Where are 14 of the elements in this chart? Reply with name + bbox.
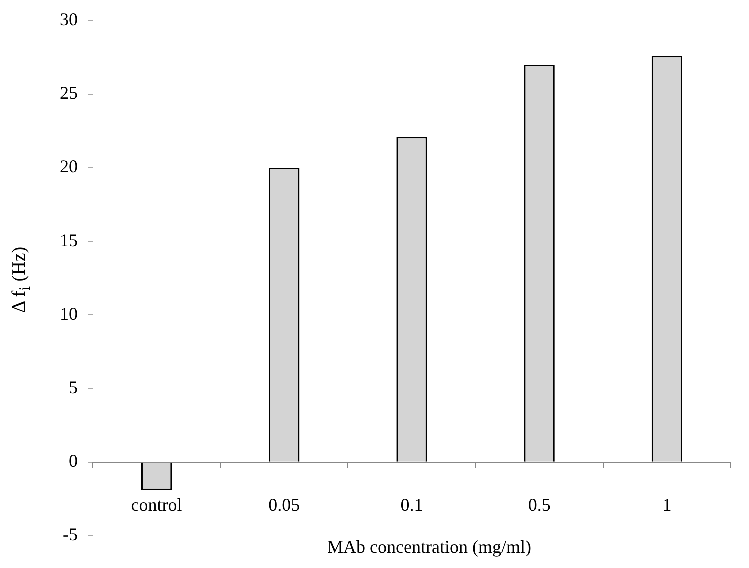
x-tick-label: 0.1 — [400, 494, 424, 515]
y-tick-label: 15 — [60, 230, 78, 250]
x-tick-label: 0.5 — [528, 494, 551, 515]
x-tick-label: 0.05 — [268, 494, 300, 515]
y-tick-label: -5 — [63, 524, 78, 545]
x-tick-label: control — [131, 494, 182, 515]
y-tick-label: 25 — [60, 83, 78, 104]
x-axis-title: MAb concentration (mg/ml) — [328, 537, 532, 557]
y-tick-label: 20 — [60, 156, 78, 177]
y-tick-label: 5 — [69, 378, 78, 398]
x-tick-label: 1 — [662, 494, 672, 515]
y-tick-label: 0 — [69, 451, 78, 472]
y-tick-label: 10 — [60, 304, 78, 324]
y-tick-label: 30 — [60, 10, 78, 30]
